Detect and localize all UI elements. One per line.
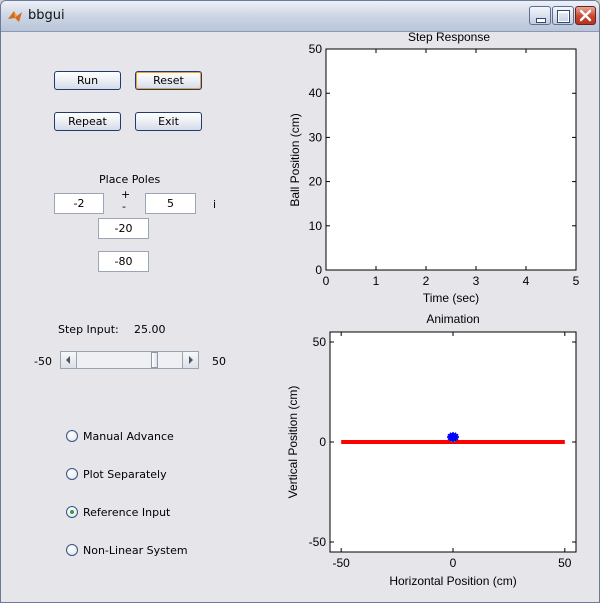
radio-selected-dot [70,510,74,514]
x-tick-label: 1 [373,274,380,288]
minimize-button[interactable] [529,6,551,25]
slider-right-arrow-button[interactable] [182,352,198,368]
step-input-slider[interactable] [60,351,199,369]
reference-input-radio[interactable] [66,506,78,518]
arrow-right-icon [189,356,193,364]
animation-marks [341,432,565,444]
y-tick-label: -50 [309,535,327,549]
pole-imag-input[interactable]: 5 [145,193,196,214]
x-tick-label: 0 [323,274,330,288]
x-tick-label: -50 [333,556,351,570]
manual-advance-radio[interactable] [66,430,78,442]
slider-min-label: -50 [34,355,52,368]
matlab-logo-icon [8,11,22,22]
non-linear-system-radio[interactable] [66,544,78,556]
arrow-left-icon [66,356,70,364]
manual-advance-label[interactable]: Manual Advance [83,430,174,443]
minimize-icon [536,18,546,23]
close-button[interactable] [575,6,596,25]
pole-4-input[interactable]: -80 [98,251,149,272]
title-bar[interactable]: bbgui [1,1,599,32]
step-input-value: 25.00 [134,323,166,336]
maximize-icon [557,10,570,23]
x-tick-label: 50 [558,556,572,570]
ball-body [448,433,458,441]
axis-ticks: -50 0 50 -50 0 50 [309,332,576,570]
pole-3-input[interactable]: -20 [98,218,149,239]
chart-title: Step Response [408,30,490,44]
y-tick-label: 50 [313,335,327,349]
reference-input-label[interactable]: Reference Input [83,506,171,519]
run-button[interactable]: Run [54,71,121,90]
x-tick-label: 3 [473,274,480,288]
plus-sign: + [121,188,131,201]
x-tick-label: 2 [423,274,430,288]
maximize-button[interactable] [552,6,574,25]
slider-max-label: 50 [212,355,226,368]
plot-separately-label[interactable]: Plot Separately [83,468,167,481]
x-tick-label: 0 [450,556,457,570]
slider-thumb[interactable] [151,352,158,368]
pole-real-input[interactable]: -2 [54,193,104,214]
plot-area [325,48,577,271]
repeat-button[interactable]: Repeat [54,112,121,131]
exit-button[interactable]: Exit [135,112,202,131]
y-tick-label: 0 [319,435,326,449]
y-tick-label: 0 [315,263,322,277]
reset-button[interactable]: Reset [135,71,202,90]
non-linear-system-label[interactable]: Non-Linear System [83,544,188,557]
y-tick-label: 40 [309,86,323,100]
minus-sign: - [122,200,126,213]
window-title: bbgui [28,8,65,23]
y-tick-label: 20 [309,175,323,189]
x-axis-label: Time (sec) [423,291,479,305]
y-axis-label: Ball Position (cm) [288,113,302,206]
slider-left-arrow-button[interactable] [61,352,77,368]
y-tick-label: 50 [309,42,323,56]
imag-unit-label: i [213,198,217,211]
x-axis-label: Horizontal Position (cm) [389,574,516,588]
y-tick-label: 30 [309,130,323,144]
close-icon [579,9,592,22]
step-input-label: Step Input: [58,323,119,336]
x-tick-label: 5 [573,274,580,288]
y-tick-label: 10 [309,219,323,233]
place-poles-label: Place Poles [99,173,161,186]
x-tick-label: 4 [523,274,530,288]
plot-separately-radio[interactable] [66,468,78,480]
ball-marker [447,432,459,442]
y-axis-label: Vertical Position (cm) [286,386,300,499]
animation-chart: Animation -50 0 50 -50 0 50 Horizontal Positi… [286,312,577,588]
chart-title: Animation [426,312,479,326]
